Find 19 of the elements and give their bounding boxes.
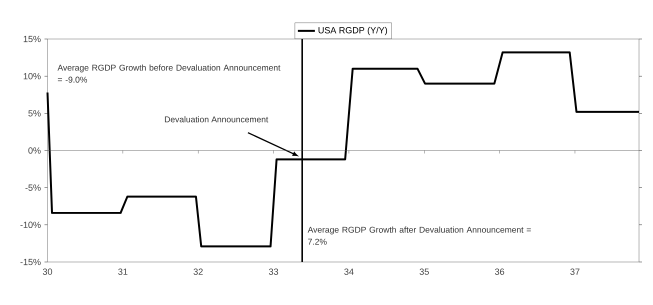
y-tick-label: -15% [20,258,41,266]
x-tick-label: 36 [494,268,504,275]
x-tick-label: 31 [118,268,128,275]
x-tick-label: 32 [194,268,203,275]
annotation: Average RGDP Growth before Devaluation Announcement = -9.0% [58,64,280,83]
y-tick-label: 5% [28,110,41,116]
ref-line-label: Devaluation Announcement [164,116,268,122]
x-tick-label: 35 [420,268,429,275]
y-tick-label: -10% [20,222,41,228]
annotation: Average RGDP Growth after Devaluation Announcement = 7.2% [308,226,531,245]
x-tick-label: 37 [570,268,580,275]
y-tick-label: 15% [24,36,41,42]
y-tick-label: 0% [28,147,41,154]
x-tick-label: 30 [42,268,52,275]
legend-label: USA RGDP (Y/Y) [318,26,388,36]
x-tick-label: 34 [344,268,354,275]
y-tick-label: -5% [25,184,41,191]
y-tick-label: 10% [24,72,41,80]
x-tick-label: 33 [268,268,278,275]
